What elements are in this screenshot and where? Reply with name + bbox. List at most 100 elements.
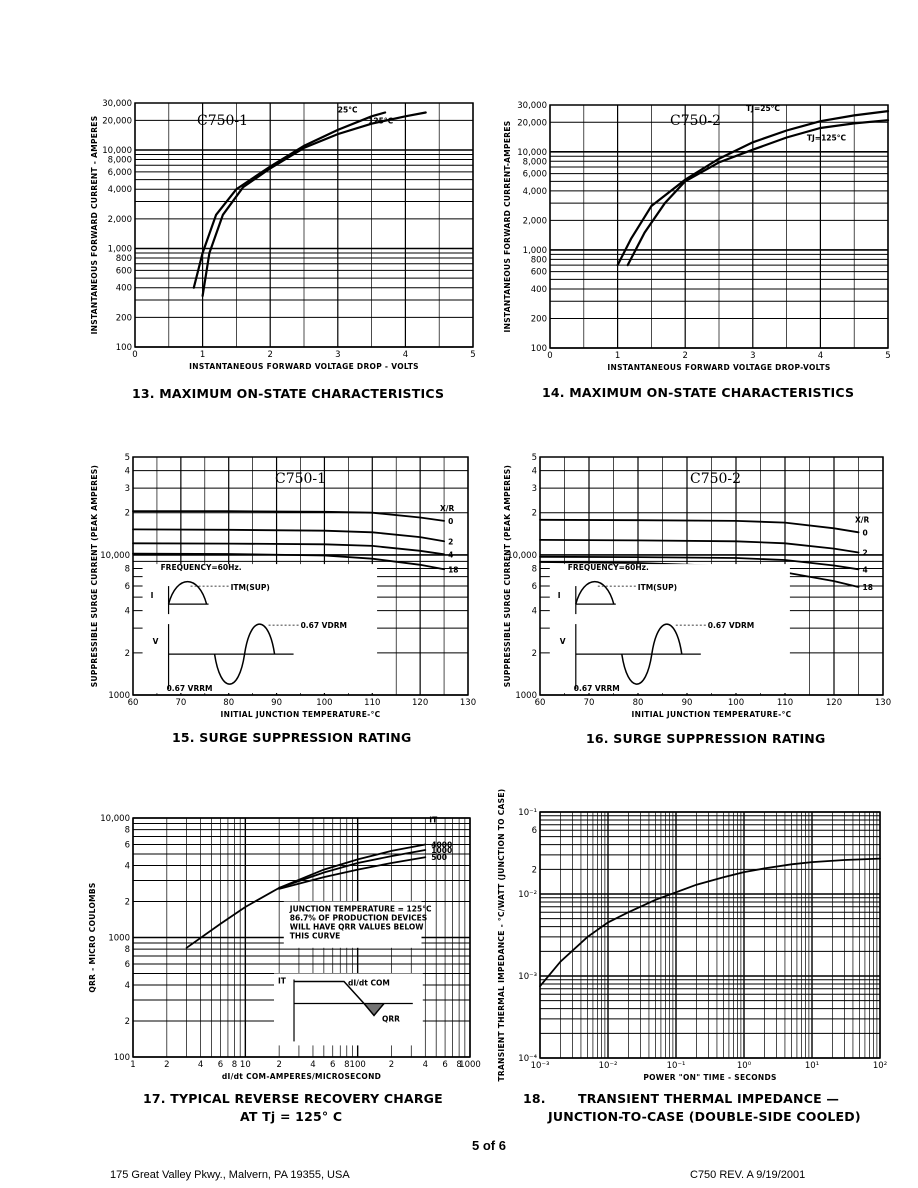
inset-bg — [142, 564, 378, 693]
x-tick-label: 8 — [456, 1060, 461, 1070]
series-line-0 — [132, 510, 445, 522]
y-tick-label: 2 — [125, 509, 130, 519]
inset-itm-label: ITM(SUP) — [231, 583, 270, 592]
x-tick-label: 6 — [442, 1060, 447, 1070]
caption-fig13: 13. MAXIMUM ON-STATE CHARACTERISTICS — [132, 386, 445, 401]
series-line-2 — [132, 528, 445, 543]
x-tick-label: 2 — [267, 350, 272, 360]
y-tick-label: 200 — [116, 313, 132, 323]
inset-current-trace — [294, 980, 385, 1017]
x-tick-label: 90 — [271, 698, 282, 708]
x-tick-label: 120 — [826, 698, 842, 708]
y-tick-label: 2 — [532, 649, 537, 659]
series-label: 500 — [431, 853, 447, 862]
x-tick-label: 5 — [470, 350, 475, 360]
x-tick-label: 80 — [223, 698, 234, 708]
inset-qrr-area — [364, 1003, 385, 1016]
y-tick-label: 10,000 — [507, 551, 537, 561]
caption-fig16: 16. SURGE SUPPRESSION RATING — [586, 731, 826, 746]
y-tick-label: 10⁻² — [518, 890, 537, 900]
inset-didt-label: dI/dt COM — [348, 978, 390, 987]
y-tick-label: 100 — [531, 344, 547, 354]
y-tick-label: 10⁻³ — [518, 972, 537, 982]
x-axis-label: INITIAL JUNCTION TEMPERATURE-°C — [632, 710, 792, 719]
series-label: 4 — [448, 550, 453, 559]
chart-fig17: 100 2 4 6 8 1000 2 4 6 8 10,000 1 2 4 6 8 10 2 4 6 8 100 2 4 6 8 1… — [85, 808, 485, 1088]
series-label: 2 — [863, 549, 868, 558]
inset-vrrm-label: 0.67 VRRM — [574, 684, 620, 693]
x-tick-label: 2 — [276, 1060, 281, 1070]
y-tick-label: 6 — [532, 826, 537, 836]
y-tick-label: 4,000 — [108, 185, 132, 195]
x-tick-label: 3 — [750, 351, 755, 361]
x-tick-label: 6 — [218, 1060, 223, 1070]
caption-fig14: 14. MAXIMUM ON-STATE CHARACTERISTICS — [542, 385, 855, 400]
caption-fig18-line1: TRANSIENT THERMAL IMPEDANCE — — [578, 1091, 840, 1106]
y-tick-label: 5 — [125, 453, 130, 463]
model-label: C750-2 — [690, 471, 741, 487]
chart-fig15-svg: 1000 2 4 6 8 10,000 2 3 4 5 60 70 80 90 100 110 120 130 IN… — [90, 453, 476, 719]
page-number: 5 of 6 — [472, 1138, 506, 1153]
inset-v-label: V — [153, 637, 159, 646]
inset-itm-label: ITM(SUP) — [638, 583, 677, 592]
y-tick-label: 8 — [532, 564, 537, 574]
series-line-0 — [539, 518, 860, 534]
x-tick-label: 3 — [335, 350, 340, 360]
y-tick-label: 10,000 — [100, 551, 130, 561]
series-label: 18 — [863, 583, 873, 592]
plot-frame — [539, 456, 884, 696]
series-line-TJ=25°C — [616, 110, 890, 267]
y-tick-label: 6,000 — [108, 168, 132, 178]
y-tick-label: 2 — [532, 509, 537, 519]
x-axis-label: INITIAL JUNCTION TEMPERATURE-°C — [221, 710, 381, 719]
x-tick-label: 2 — [164, 1060, 169, 1070]
inset-bg — [549, 564, 790, 693]
series-line-4 — [132, 542, 445, 556]
inset-qrr-label: QRR — [382, 1014, 400, 1023]
model-label: C750-1 — [275, 471, 326, 487]
y-tick-label: 2 — [532, 865, 537, 875]
x-tick-label: 4 — [198, 1060, 203, 1070]
x-tick-label: 10¹ — [805, 1061, 819, 1071]
series-line-18 — [132, 552, 445, 571]
note-line: JUNCTION TEMPERATURE = 125°C — [289, 905, 432, 914]
x-tick-label: 4 — [818, 351, 823, 361]
x-tick-label: 4 — [403, 350, 408, 360]
caption-fig18-line2: JUNCTION-TO-CASE (DOUBLE-SIDE COOLED) — [548, 1109, 861, 1124]
legend-title: X/R — [440, 504, 455, 513]
y-tick-label: 2 — [125, 649, 130, 659]
y-tick-label: 8 — [125, 826, 130, 836]
chart-fig16-svg: 1000 2 4 6 8 10,000 2 3 4 5 60 70 80 90 100 110 120 130 IN… — [503, 453, 891, 719]
y-tick-label: 600 — [116, 266, 132, 276]
note-line: THIS CURVE — [290, 932, 341, 941]
series-label: 125°C — [368, 117, 393, 126]
y-tick-label: 400 — [116, 284, 132, 294]
inset-vrrm-label: 0.67 VRRM — [167, 684, 213, 693]
inset-it-label: IT — [278, 976, 287, 985]
y-axis-label: INSTANTANEOUS FORWARD CURRENT - AMPERES — [90, 116, 99, 335]
y-tick-label: 8 — [125, 564, 130, 574]
footer-revision: C750 REV. A 9/19/2001 — [690, 1169, 806, 1181]
inset-i-label: I — [151, 591, 154, 600]
y-tick-label: 6 — [125, 582, 130, 592]
x-tick-label: 110 — [364, 698, 380, 708]
x-tick-label: 4 — [423, 1060, 428, 1070]
series-label: 18 — [448, 565, 458, 574]
x-axis-label: POWER "ON" TIME - SECONDS — [643, 1073, 776, 1082]
y-tick-label: 20,000 — [102, 116, 132, 126]
x-tick-label: 10⁰ — [737, 1061, 752, 1071]
caption-fig17-line2: AT Tj = 125° C — [240, 1109, 343, 1124]
chart-fig16: 1000 2 4 6 8 10,000 2 3 4 5 60 70 80 90 100 110 120 130 IN… — [490, 445, 900, 725]
legend-title: X/R — [855, 515, 870, 524]
note-line: WILL HAVE QRR VALUES BELOW — [290, 923, 424, 932]
y-tick-label: 4 — [532, 467, 537, 477]
series-line-2 — [539, 539, 860, 554]
series-label: 2 — [448, 537, 453, 546]
series-label: 25°C — [338, 106, 358, 115]
series-label: TJ=125°C — [807, 134, 847, 143]
y-tick-label: 8,000 — [108, 156, 132, 166]
y-tick-label: 3 — [125, 484, 130, 494]
inset-voltage-wave — [213, 623, 276, 685]
series-line-TJ=125°C — [626, 119, 890, 267]
